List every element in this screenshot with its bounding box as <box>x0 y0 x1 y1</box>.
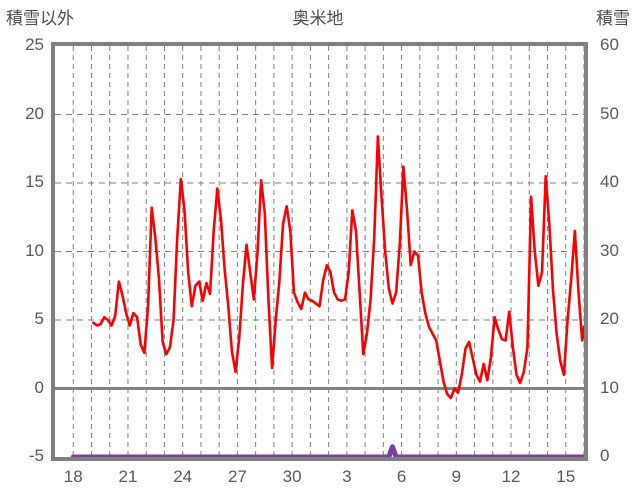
chart-title: 奥米地 <box>292 9 344 28</box>
x-axis-tick-label: 18 <box>63 467 83 486</box>
y2-axis-tick-label: 10 <box>600 377 619 397</box>
x-axis-tick-label: 24 <box>173 467 193 486</box>
series-line-1 <box>92 135 584 400</box>
y2-axis-tick-label: 30 <box>600 240 619 260</box>
y2-axis-tick-label: 60 <box>600 35 619 54</box>
y-axis-tick-label: -5 <box>28 446 44 465</box>
right-axis-title: 積雪 <box>596 9 630 28</box>
y-axis-tick-label: 25 <box>25 35 44 54</box>
y-axis-tick-label: 20 <box>25 103 44 123</box>
plot-inner <box>55 46 584 457</box>
y2-axis-tick-label: 0 <box>600 446 610 465</box>
x-axis-tick-label: 27 <box>227 467 247 486</box>
y2-axis-tick-label: 40 <box>600 172 619 191</box>
x-axis-tick-label: 21 <box>118 467 138 486</box>
series-line-2 <box>70 444 584 457</box>
x-axis-tick-label: 15 <box>556 467 576 486</box>
y2-axis-tick-label: 50 <box>600 103 619 123</box>
x-axis-tick-label: 12 <box>501 467 521 486</box>
left-axis-title: 積雪以外 <box>6 9 74 28</box>
y2-axis-tick-label: 20 <box>600 309 619 328</box>
y-axis-tick-label: 15 <box>25 172 44 191</box>
x-axis-tick-label: 3 <box>342 467 352 486</box>
chart-svg <box>55 46 584 457</box>
y-axis-tick-label: 10 <box>25 240 44 260</box>
x-axis-tick-label: 6 <box>396 467 407 486</box>
y-axis-tick-label: 5 <box>34 309 44 328</box>
x-axis-tick-label: 9 <box>451 467 462 486</box>
x-axis-tick-label: 30 <box>282 467 302 486</box>
plot-area <box>51 42 588 461</box>
y-axis-tick-label: 0 <box>34 377 44 397</box>
